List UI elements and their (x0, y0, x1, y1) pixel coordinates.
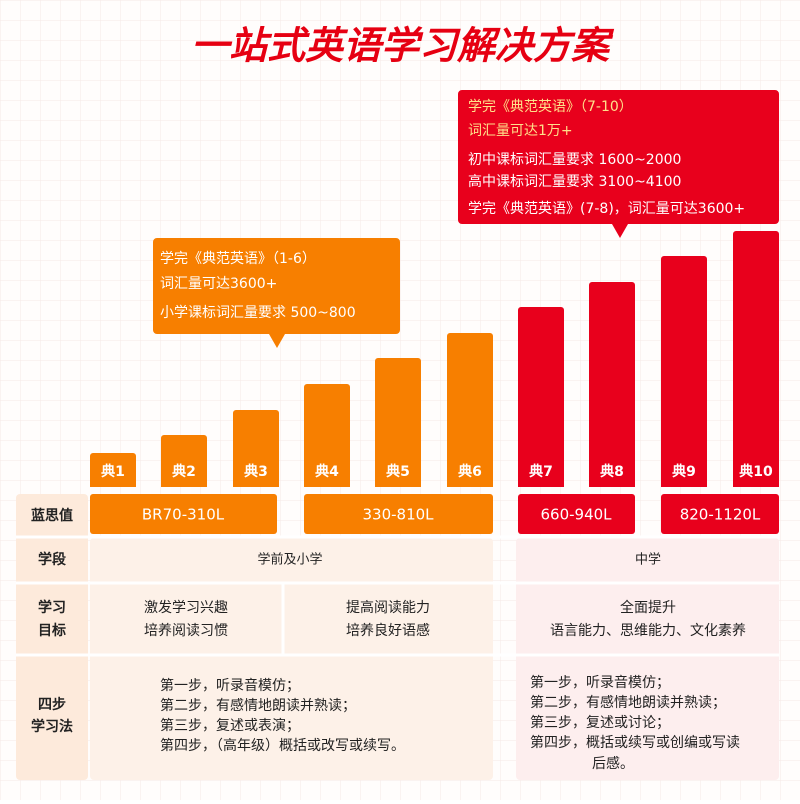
callout-line: 词汇量可达3600+ (160, 276, 277, 292)
primary-panel (90, 538, 493, 780)
stage: 学前及小学 (257, 552, 322, 568)
dividers (16, 535, 779, 657)
row-label: 四步 (38, 696, 66, 713)
row-label: 学习法 (31, 718, 73, 735)
stage: 中学 (635, 552, 661, 568)
goal: 全面提升 (620, 599, 676, 616)
range: BR70-310L (142, 506, 225, 524)
callout-line: 学完《典范英语》（7-10） (468, 98, 633, 115)
callout-line: 小学课标词汇量要求 500~800 (160, 305, 356, 321)
step: 后感。 (592, 755, 634, 772)
label-column (16, 494, 88, 780)
range-pill (90, 494, 277, 534)
range: 660-940L (540, 506, 612, 524)
bar (661, 256, 707, 487)
bars: 典1 典2 典3 典4 典5 典6 典7 典8 典9 典10 (90, 231, 779, 487)
callout-secondary (458, 90, 779, 238)
row-labels: 蓝思值 学段 学习 目标 四步 学习法 (31, 507, 73, 735)
row-label: 蓝思值 (31, 507, 73, 524)
goal: 提高阅读能力 (346, 599, 430, 616)
callout-line: 高中课标词汇量要求 3100~4100 (468, 173, 681, 190)
step: 第二步，有感情地朗读并熟读； (160, 697, 356, 714)
step: 第二步，有感情地朗读并熟读； (530, 694, 726, 711)
step: 第三步，复述或讨论； (530, 714, 670, 731)
range-pill (518, 494, 635, 534)
row-label: 学段 (38, 551, 66, 568)
bar-label: 典2 (172, 463, 196, 480)
goal: 培养良好语感 (346, 622, 430, 639)
callout-line: 学完《典范英语》(7-8)，词汇量可达3600+ (468, 200, 745, 217)
bar-label: 典7 (529, 463, 553, 480)
bar (447, 333, 493, 487)
bar (518, 307, 564, 487)
step: 第四步，概括或续写或创编或写读 (530, 734, 740, 751)
bar (733, 231, 779, 487)
bar-label: 典5 (386, 463, 410, 480)
callout-line: 初中课标词汇量要求 1600~2000 (468, 151, 681, 168)
bar (589, 282, 635, 487)
bar-label: 典3 (244, 463, 268, 480)
goal: 语言能力、思维能力、文化素养 (550, 623, 746, 639)
goal: 激发学习兴趣 (144, 599, 228, 616)
row-label: 目标 (38, 622, 66, 639)
range-pill (661, 494, 779, 534)
secondary-panel (516, 538, 779, 780)
bar (233, 410, 279, 487)
bar-label: 典1 (101, 463, 125, 480)
callout-primary (153, 238, 400, 348)
bar (375, 358, 421, 487)
bar (304, 384, 350, 487)
bar-label: 典8 (600, 463, 624, 480)
bar (90, 453, 136, 487)
callout-line: 学完《典范英语》（1-6） (160, 250, 316, 267)
step: 第三步，复述或表演； (160, 717, 300, 734)
range: 330-810L (362, 506, 434, 524)
goal: 培养阅读习惯 (144, 622, 228, 639)
bar-label: 典9 (672, 463, 696, 480)
bar-label: 典10 (739, 463, 773, 480)
callout-line: 词汇量可达1万+ (468, 123, 573, 139)
range-pill (304, 494, 493, 534)
row-label: 学习 (38, 599, 66, 616)
bar-label: 典4 (315, 463, 339, 480)
step: 第四步，（高年级）概括或改写或续写。 (160, 737, 405, 754)
bar (161, 435, 207, 487)
range: 820-1120L (680, 506, 761, 524)
step: 第一步，听录音模仿； (160, 677, 300, 694)
bar-label: 典6 (458, 463, 482, 480)
title: 一站式英语学习解决方案 (191, 24, 615, 68)
step: 第一步，听录音模仿； (530, 674, 670, 691)
